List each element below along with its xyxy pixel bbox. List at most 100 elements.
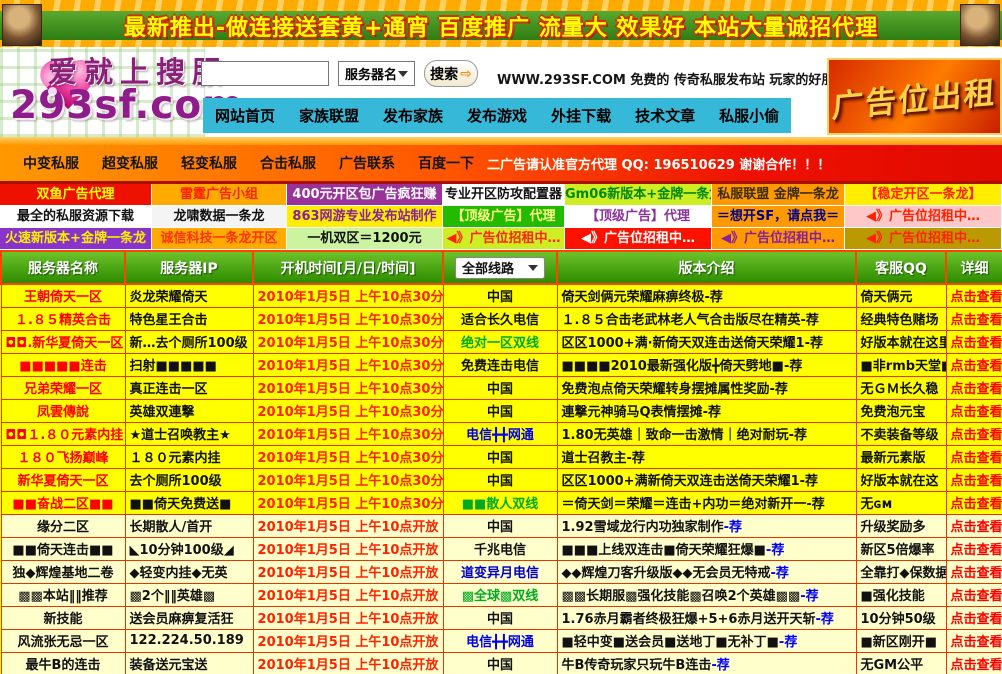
server-name-link[interactable]: 新华夏倚天一区 (1, 468, 125, 491)
recommend-tag: -荐 (724, 520, 742, 535)
subnav-item-2[interactable]: 轻变私服 (181, 153, 237, 173)
open-time-cell: 2010年1月5日 上午10点30分开放 (253, 284, 443, 307)
line-cell: 中国 (443, 445, 557, 468)
ad-link-1-0[interactable]: 最全的私服资源下载 (0, 206, 152, 228)
server-name-link[interactable]: １.８５精英合击 (1, 307, 125, 330)
ad-link-2-1[interactable]: 诚信科技一条龙开区 (152, 228, 287, 250)
col-header-version: 版本介绍 (557, 251, 856, 284)
nav-item-6[interactable]: 私服小偷 (707, 98, 791, 133)
detail-link[interactable]: 点击查看 (946, 491, 1002, 514)
server-name-link[interactable]: 王朝倚天一区 (1, 284, 125, 307)
server-name-link[interactable]: ■■奋战二区■■ (1, 491, 125, 514)
detail-link[interactable]: 点击查看 (946, 307, 1002, 330)
site-tagline: WWW.293SF.COM 免费的 传奇私服发布站 玩家的好朋友 (497, 69, 807, 88)
server-ip-cell: ▩2个‖‖英雄▩ (125, 583, 253, 606)
ad-grid: 双鱼广告代理雷霆广告小组400元开区包广告疯狂赚专业开区防攻配置器Gm06新版本… (0, 184, 1002, 250)
version-cell: 区区1000+满新倚天双连击送倚天荣耀1-荐 (557, 468, 856, 491)
server-name-link[interactable]: ◘◘.新华夏倚天一区 (1, 330, 125, 353)
server-name-link[interactable]: １８０飞扬巅峰 (1, 445, 125, 468)
subnav-item-0[interactable]: 中变私服 (23, 153, 79, 173)
ad-link-0-6[interactable]: 【稳定开区一条龙】 (845, 184, 1002, 206)
ad-link-0-5[interactable]: 私服联盟 金牌一条龙 (712, 184, 845, 206)
detail-link[interactable]: 点击查看 (946, 422, 1002, 445)
ad-link-0-4[interactable]: Gm06新版本+金牌一条龙 (565, 184, 712, 206)
nav-item-0[interactable]: 网站首页 (203, 98, 287, 133)
search-button[interactable]: 搜索 ⇨ (424, 60, 478, 87)
detail-link[interactable]: 点击查看 (946, 606, 1002, 629)
ad-link-1-4[interactable]: 【顶级广告】代理 (565, 206, 712, 228)
ad-link-2-2[interactable]: 一机双区＝1200元 (287, 228, 443, 250)
recommend-tag: -荐 (806, 497, 824, 512)
nav-item-2[interactable]: 发布家族 (371, 98, 455, 133)
server-name-link[interactable]: ■■倚天连击■■ (1, 537, 125, 560)
server-name-link[interactable]: 独◆辉煌基地二卷 (1, 560, 125, 583)
nav-item-3[interactable]: 发布游戏 (455, 98, 539, 133)
ad-link-2-3[interactable]: ◀》广告位招租中… (443, 228, 565, 250)
recommend-tag: -荐 (771, 566, 789, 581)
subnav-item-3[interactable]: 合击私服 (260, 153, 316, 173)
detail-link[interactable]: 点击查看 (946, 537, 1002, 560)
detail-link[interactable]: 点击查看 (946, 353, 1002, 376)
detail-link[interactable]: 点击查看 (946, 376, 1002, 399)
ad-link-2-4[interactable]: ◀》广告位招租中… (565, 228, 712, 250)
site-logo[interactable]: 爱就上搜服 293sf.com (0, 47, 205, 137)
ad-link-1-5[interactable]: ＝想开SF，请点我＝ (712, 206, 845, 228)
line-cell: 中国 (443, 606, 557, 629)
subnav-item-1[interactable]: 超变私服 (102, 153, 158, 173)
qq-cell: ■非rmb天堂■ (856, 353, 946, 376)
detail-link[interactable]: 点击查看 (946, 399, 1002, 422)
version-cell: １.８５合击老武林老人气合击版尽在精英-荐 (557, 307, 856, 330)
ad-link-2-5[interactable]: ◀》广告位招租中… (712, 228, 845, 250)
server-name-link[interactable]: 风流张无忌一区 (1, 629, 125, 652)
detail-link[interactable]: 点击查看 (946, 284, 1002, 307)
ad-link-2-6[interactable]: ◀》广告位招租中… (845, 228, 1002, 250)
ad-space-rent-banner[interactable]: 广告位出租 (827, 58, 1002, 135)
server-name-link[interactable]: 凤雲傳說 (1, 399, 125, 422)
detail-link[interactable]: 点击查看 (946, 330, 1002, 353)
main-nav: 网站首页 家族联盟 发布家族 发布游戏 外挂下载 技术文章 私服小偷 (203, 98, 781, 133)
nav-item-5[interactable]: 技术文章 (623, 98, 707, 133)
detail-link[interactable]: 点击查看 (946, 468, 1002, 491)
subnav-item-4[interactable]: 广告联系 (339, 153, 395, 173)
server-ip-cell: ◣10分钟100级◢ (125, 537, 253, 560)
ad-link-0-0[interactable]: 双鱼广告代理 (0, 184, 152, 206)
subnav-item-5[interactable]: 百度一下 (418, 153, 474, 173)
search-input[interactable] (201, 61, 329, 86)
server-name-link[interactable]: 兄弟荣耀一区 (1, 376, 125, 399)
ad-link-0-2[interactable]: 400元开区包广告疯狂赚 (287, 184, 443, 206)
server-row: 最牛B的连击装备送元宝送2010年1月5日 上午10点开放中国牛B传奇玩家只玩牛… (1, 652, 1002, 674)
ad-link-1-2[interactable]: 863网游专业发布站制作 (287, 206, 443, 228)
version-cell: ■轻中变■送会员■送地丁■无补丁■-荐 (557, 629, 856, 652)
line-cell: 道变异月电信 (443, 560, 557, 583)
detail-link[interactable]: 点击查看 (946, 445, 1002, 468)
version-cell: 1.76赤月霸者终极狂爆+5+6赤月送开天斩-荐 (557, 606, 856, 629)
ad-link-0-1[interactable]: 雷霆广告小组 (152, 184, 287, 206)
detail-link[interactable]: 点击查看 (946, 652, 1002, 674)
line-filter-select[interactable]: 全部线路 (455, 257, 545, 279)
version-cell: 牛B传奇玩家只玩牛B连击-荐 (557, 652, 856, 674)
server-name-link[interactable]: ◘◘１.８０元素内挂 (1, 422, 125, 445)
ad-link-1-3[interactable]: 【顶级广告】代理 (443, 206, 565, 228)
detail-link[interactable]: 点击查看 (946, 583, 1002, 606)
chevron-down-icon (528, 265, 538, 271)
open-time-cell: 2010年1月5日 上午10点30分开放 (253, 307, 443, 330)
server-name-link[interactable]: 缘分二区 (1, 514, 125, 537)
server-name-link[interactable]: 新技能 (1, 606, 125, 629)
server-name-link[interactable]: 最牛B的连击 (1, 652, 125, 674)
ad-link-1-1[interactable]: 龙啸数据一条龙 (152, 206, 287, 228)
detail-link[interactable]: 点击查看 (946, 629, 1002, 652)
nav-item-4[interactable]: 外挂下载 (539, 98, 623, 133)
detail-link[interactable]: 点击查看 (946, 560, 1002, 583)
search-category-label: 服务器名 (345, 64, 397, 83)
server-name-link[interactable]: ■■■■■连击 (1, 353, 125, 376)
nav-item-1[interactable]: 家族联盟 (287, 98, 371, 133)
server-name-link[interactable]: ▩▩本站‖‖推荐 (1, 583, 125, 606)
detail-link[interactable]: 点击查看 (946, 514, 1002, 537)
search-category-select[interactable]: 服务器名 (338, 61, 415, 86)
recommend-tag: -荐 (815, 612, 833, 627)
ad-link-2-0[interactable]: 火速新版本+金牌一条龙 (0, 228, 152, 250)
qq-cell: 无ɢᴍ (856, 491, 946, 514)
ad-link-0-3[interactable]: 专业开区防攻配置器 (443, 184, 565, 206)
top-ad-banner[interactable]: 最新推出-做连接送套黄+通宵 百度推广 流量大 效果好 本站大量诚招代理 (0, 11, 1002, 40)
ad-link-1-6[interactable]: ◀》广告位招租中… (845, 206, 1002, 228)
